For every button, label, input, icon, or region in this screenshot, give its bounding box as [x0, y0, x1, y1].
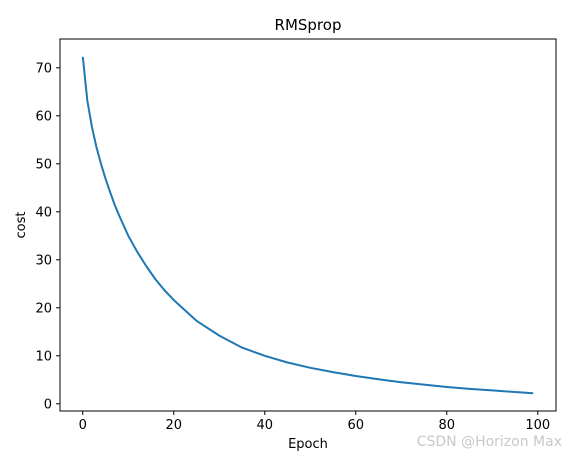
y-tick-label: 20	[35, 301, 52, 316]
y-tick-label: 60	[35, 109, 52, 124]
x-tick-label: 40	[256, 418, 273, 433]
y-tick-label: 10	[35, 349, 52, 364]
chart-title: RMSprop	[275, 16, 342, 34]
y-tick-label: 30	[35, 253, 52, 268]
y-axis-label: cost	[14, 212, 29, 239]
y-tick-label: 0	[44, 397, 52, 412]
y-tick-label: 40	[35, 205, 52, 220]
x-axis-ticks: 0 20 40 60 80 100	[79, 411, 550, 433]
watermark-text: CSDN @Horizon Max	[417, 434, 562, 450]
series-line-0	[81, 56, 534, 395]
x-tick-label: 60	[348, 418, 365, 433]
y-tick-label: 70	[35, 61, 52, 76]
y-axis-ticks: 0 10 20 30 40 50 60 70	[35, 61, 60, 412]
series-layer	[81, 56, 534, 395]
plot-frame	[59, 38, 557, 412]
x-tick-label: 80	[439, 418, 456, 433]
x-tick-label: 100	[525, 418, 550, 433]
y-tick-label: 50	[35, 157, 52, 172]
x-axis-label: Epoch	[288, 437, 328, 452]
x-tick-label: 20	[165, 418, 182, 433]
x-tick-label: 0	[79, 418, 87, 433]
